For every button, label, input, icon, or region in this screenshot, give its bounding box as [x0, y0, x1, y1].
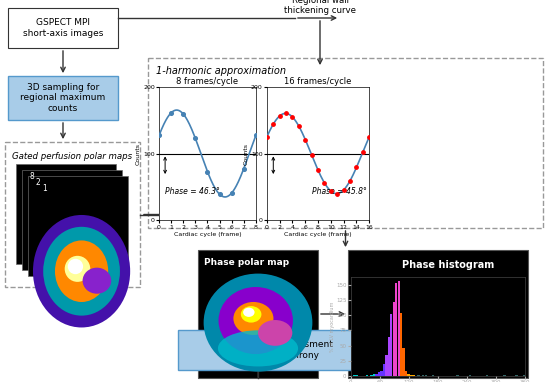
Bar	[385, 355, 388, 376]
Point	[227, 190, 236, 196]
Point	[346, 178, 354, 184]
Bar	[408, 374, 410, 376]
Bar	[148, 58, 543, 228]
Ellipse shape	[65, 256, 90, 282]
Bar	[398, 282, 400, 376]
Ellipse shape	[82, 268, 111, 294]
Point	[333, 191, 342, 197]
Point	[191, 135, 200, 141]
Point	[179, 111, 187, 117]
Point	[301, 136, 310, 142]
Point	[352, 164, 361, 170]
Point	[314, 167, 322, 173]
Text: Phase polar map: Phase polar map	[204, 258, 289, 267]
Bar	[383, 364, 385, 376]
Point	[239, 166, 248, 172]
Ellipse shape	[43, 227, 120, 316]
Text: 3D sampling for
regional maximum
counts: 3D sampling for regional maximum counts	[20, 83, 106, 113]
Point	[167, 110, 176, 116]
Bar	[395, 283, 398, 376]
Point	[294, 123, 303, 129]
Title: 8 frames/cycle: 8 frames/cycle	[176, 77, 238, 86]
Ellipse shape	[218, 330, 298, 366]
Y-axis label: % of LV myocardium: % of LV myocardium	[330, 301, 335, 351]
Bar	[388, 337, 390, 376]
Bar	[8, 8, 118, 48]
Point	[252, 133, 260, 139]
Bar	[22, 170, 122, 270]
Text: 1: 1	[42, 184, 47, 193]
Ellipse shape	[55, 240, 108, 302]
Bar	[28, 176, 128, 276]
Y-axis label: Counts: Counts	[135, 142, 140, 165]
Text: Phase = 46.3°: Phase = 46.3°	[165, 187, 220, 196]
Point	[358, 149, 367, 155]
Bar	[373, 374, 375, 376]
Bar	[390, 314, 393, 376]
Bar	[393, 302, 395, 376]
Point	[339, 187, 348, 193]
Text: Phase histogram: Phase histogram	[402, 260, 494, 270]
Point	[263, 134, 272, 140]
Bar	[412, 375, 415, 376]
Text: 2: 2	[36, 178, 41, 187]
Ellipse shape	[68, 259, 83, 274]
Ellipse shape	[233, 302, 273, 335]
Point	[326, 188, 335, 194]
Point	[307, 152, 316, 158]
Bar	[348, 250, 528, 378]
Point	[320, 180, 329, 186]
Y-axis label: Counts: Counts	[243, 142, 248, 165]
Bar	[380, 371, 383, 376]
Point	[203, 168, 212, 175]
Title: 16 frames/cycle: 16 frames/cycle	[284, 77, 352, 86]
Bar	[198, 250, 318, 378]
Text: 1-harmonic approximation: 1-harmonic approximation	[156, 66, 286, 76]
Text: Regional wall
thickening curve: Regional wall thickening curve	[284, 0, 356, 15]
Bar	[400, 312, 402, 376]
Text: Quantitative assessment
of LV dyssynchrony: Quantitative assessment of LV dyssynchro…	[220, 340, 332, 360]
Bar	[375, 374, 378, 376]
Point	[215, 191, 224, 197]
Text: 8: 8	[30, 172, 35, 181]
Point	[155, 133, 164, 139]
Ellipse shape	[241, 306, 262, 322]
Ellipse shape	[204, 274, 312, 372]
Bar	[178, 330, 374, 370]
Point	[288, 114, 297, 120]
Ellipse shape	[33, 215, 130, 327]
Bar	[5, 142, 140, 287]
Ellipse shape	[258, 320, 293, 346]
Point	[275, 113, 284, 119]
Ellipse shape	[243, 308, 254, 317]
Ellipse shape	[218, 287, 293, 354]
X-axis label: Cardiac cycle (frame): Cardiac cycle (frame)	[174, 232, 241, 237]
Bar	[515, 375, 518, 376]
X-axis label: Cardiac cycle (frame): Cardiac cycle (frame)	[284, 232, 352, 237]
Bar	[405, 371, 407, 376]
Text: Gated perfusion polar maps: Gated perfusion polar maps	[12, 152, 133, 161]
Bar	[403, 348, 405, 376]
Point	[269, 121, 278, 127]
Point	[281, 110, 290, 117]
Text: GSPECT MPI
short-axis images: GSPECT MPI short-axis images	[23, 18, 103, 38]
Text: Phase = 45.8°: Phase = 45.8°	[312, 187, 367, 196]
Bar	[8, 76, 118, 120]
Bar	[16, 164, 116, 264]
Point	[365, 134, 374, 140]
Bar	[378, 372, 380, 376]
